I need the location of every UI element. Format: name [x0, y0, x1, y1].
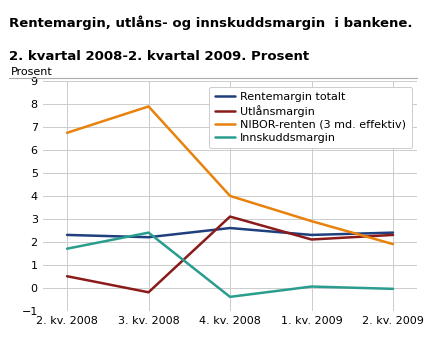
NIBOR-renten (3 md. effektiv) — [64, 131, 69, 135]
Line: Rentemargin totalt: Rentemargin totalt — [67, 228, 393, 237]
Line: NIBOR-renten (3 md. effektiv): NIBOR-renten (3 md. effektiv) — [67, 107, 393, 244]
Line: Utlånsmargin: Utlånsmargin — [67, 216, 393, 292]
NIBOR-renten (3 md. effektiv) — [391, 242, 396, 246]
Innskuddsmargin — [146, 231, 151, 235]
Line: Innskuddsmargin: Innskuddsmargin — [67, 233, 393, 297]
Utlånsmargin — [391, 233, 396, 237]
Innskuddsmargin — [227, 295, 233, 299]
Rentemargin totalt — [146, 235, 151, 239]
Innskuddsmargin — [64, 246, 69, 251]
Utlånsmargin — [64, 274, 69, 278]
Rentemargin totalt — [309, 233, 314, 237]
Innskuddsmargin — [391, 287, 396, 291]
Innskuddsmargin — [309, 285, 314, 289]
Utlånsmargin — [309, 237, 314, 241]
Legend: Rentemargin totalt, Utlånsmargin, NIBOR-renten (3 md. effektiv), Innskuddsmargin: Rentemargin totalt, Utlånsmargin, NIBOR-… — [209, 87, 412, 148]
NIBOR-renten (3 md. effektiv) — [227, 194, 233, 198]
NIBOR-renten (3 md. effektiv) — [146, 104, 151, 109]
Text: 2. kvartal 2008-2. kvartal 2009. Prosent: 2. kvartal 2008-2. kvartal 2009. Prosent — [9, 50, 309, 64]
Text: Rentemargin, utlåns- og innskuddsmargin  i bankene.: Rentemargin, utlåns- og innskuddsmargin … — [9, 16, 412, 30]
Utlånsmargin — [146, 290, 151, 294]
NIBOR-renten (3 md. effektiv) — [309, 219, 314, 223]
Rentemargin totalt — [64, 233, 69, 237]
Rentemargin totalt — [227, 226, 233, 230]
Text: Prosent: Prosent — [11, 67, 52, 77]
Rentemargin totalt — [391, 231, 396, 235]
Utlånsmargin — [227, 214, 233, 219]
